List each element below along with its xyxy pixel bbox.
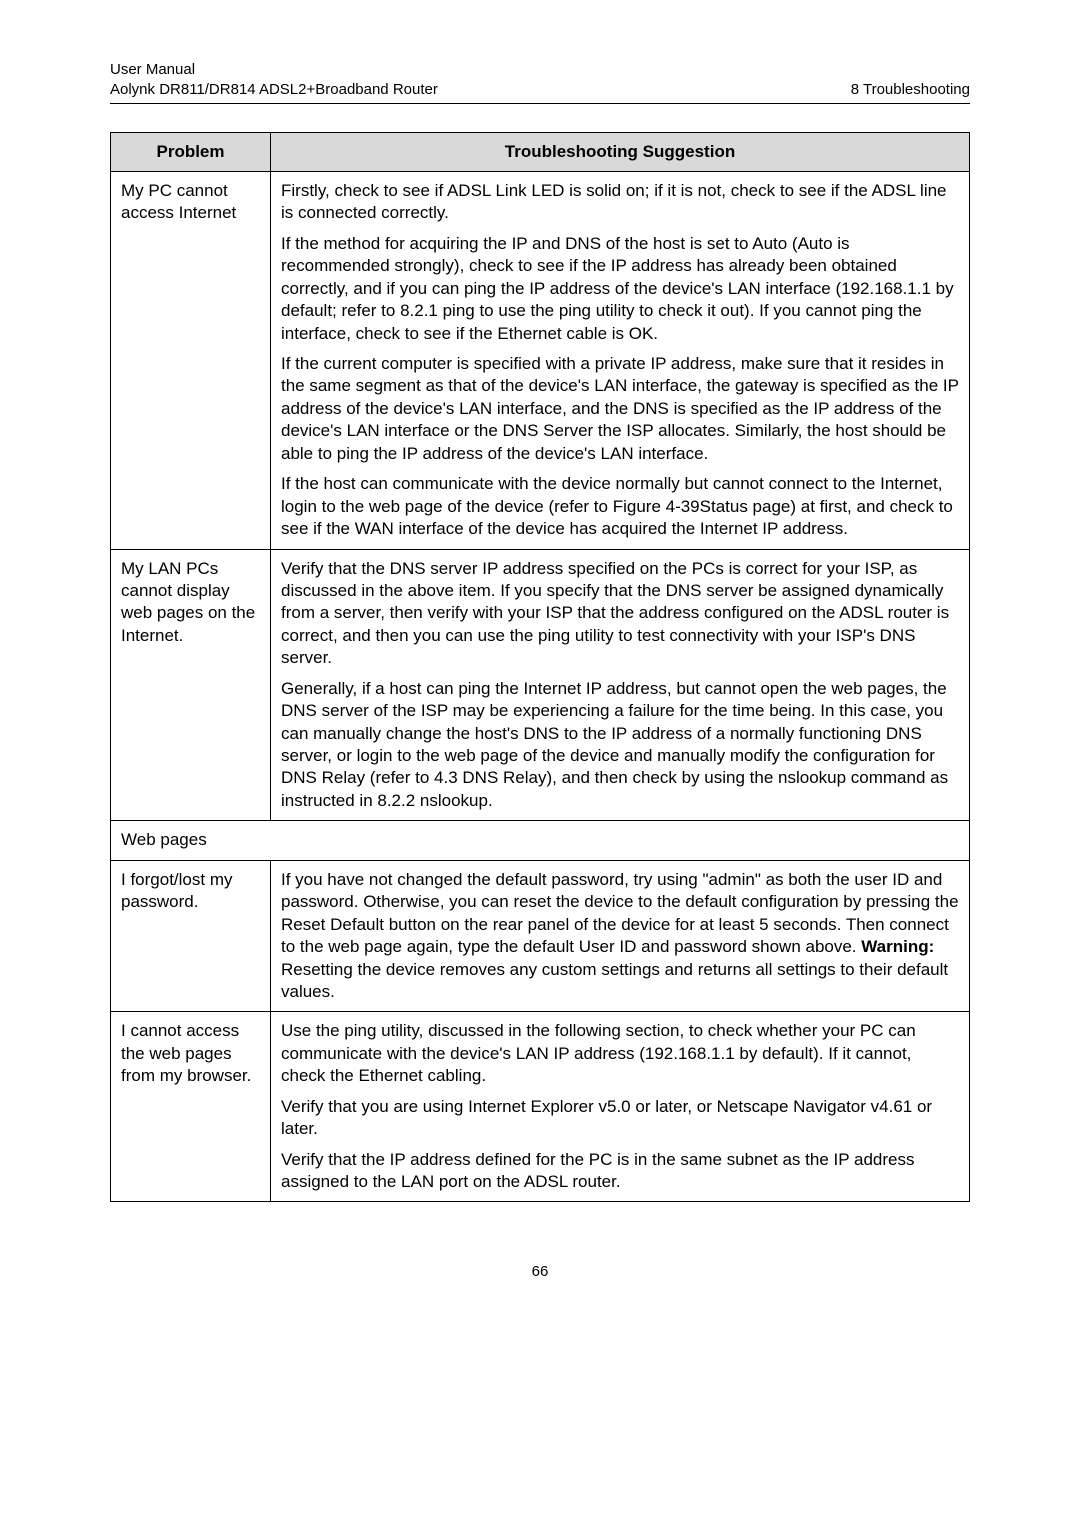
suggestion-para: Firstly, check to see if ADSL Link LED i… — [281, 180, 959, 225]
col-problem: Problem — [111, 132, 271, 171]
suggestion-cell: Use the ping utility, discussed in the f… — [271, 1012, 970, 1202]
suggestion-para: Verify that the DNS server IP address sp… — [281, 558, 959, 670]
suggestion-para: Generally, if a host can ping the Intern… — [281, 678, 959, 813]
table-row: I forgot/lost my password. If you have n… — [111, 860, 970, 1012]
page-header: User Manual Aolynk DR811/DR814 ADSL2+Bro… — [110, 60, 970, 101]
troubleshooting-table: Problem Troubleshooting Suggestion My PC… — [110, 132, 970, 1203]
header-left-line1: User Manual — [110, 60, 438, 80]
suggestion-para: If the host can communicate with the dev… — [281, 473, 959, 540]
forgot-pre: If you have not changed the default pass… — [281, 870, 959, 956]
page-number: 66 — [110, 1262, 970, 1282]
problem-cell: My PC cannot access Internet — [111, 171, 271, 549]
suggestion-para: If the current computer is specified wit… — [281, 353, 959, 465]
suggestion-cell: Firstly, check to see if ADSL Link LED i… — [271, 171, 970, 549]
suggestion-cell: If you have not changed the default pass… — [271, 860, 970, 1012]
table-row: I cannot access the web pages from my br… — [111, 1012, 970, 1202]
problem-cell: My LAN PCs cannot display web pages on t… — [111, 549, 271, 821]
problem-cell: I forgot/lost my password. — [111, 860, 271, 1012]
forgot-warning: Warning: — [861, 937, 934, 956]
section-cell: Web pages — [111, 821, 970, 860]
table-header-row: Problem Troubleshooting Suggestion — [111, 132, 970, 171]
table-row-section: Web pages — [111, 821, 970, 860]
table-row: My LAN PCs cannot display web pages on t… — [111, 549, 970, 821]
suggestion-para: If the method for acquiring the IP and D… — [281, 233, 959, 345]
suggestion-para: Use the ping utility, discussed in the f… — [281, 1020, 959, 1087]
col-suggestion: Troubleshooting Suggestion — [271, 132, 970, 171]
header-left-line2: Aolynk DR811/DR814 ADSL2+Broadband Route… — [110, 80, 438, 100]
suggestion-cell: Verify that the DNS server IP address sp… — [271, 549, 970, 821]
header-rule — [110, 103, 970, 104]
header-right: 8 Troubleshooting — [851, 80, 970, 100]
forgot-post: Resetting the device removes any custom … — [281, 960, 948, 1001]
suggestion-para: Verify that you are using Internet Explo… — [281, 1096, 959, 1141]
table-row: My PC cannot access Internet Firstly, ch… — [111, 171, 970, 549]
header-left: User Manual Aolynk DR811/DR814 ADSL2+Bro… — [110, 60, 438, 101]
suggestion-para: If you have not changed the default pass… — [281, 869, 959, 1004]
problem-cell: I cannot access the web pages from my br… — [111, 1012, 271, 1202]
suggestion-para: Verify that the IP address defined for t… — [281, 1149, 959, 1194]
